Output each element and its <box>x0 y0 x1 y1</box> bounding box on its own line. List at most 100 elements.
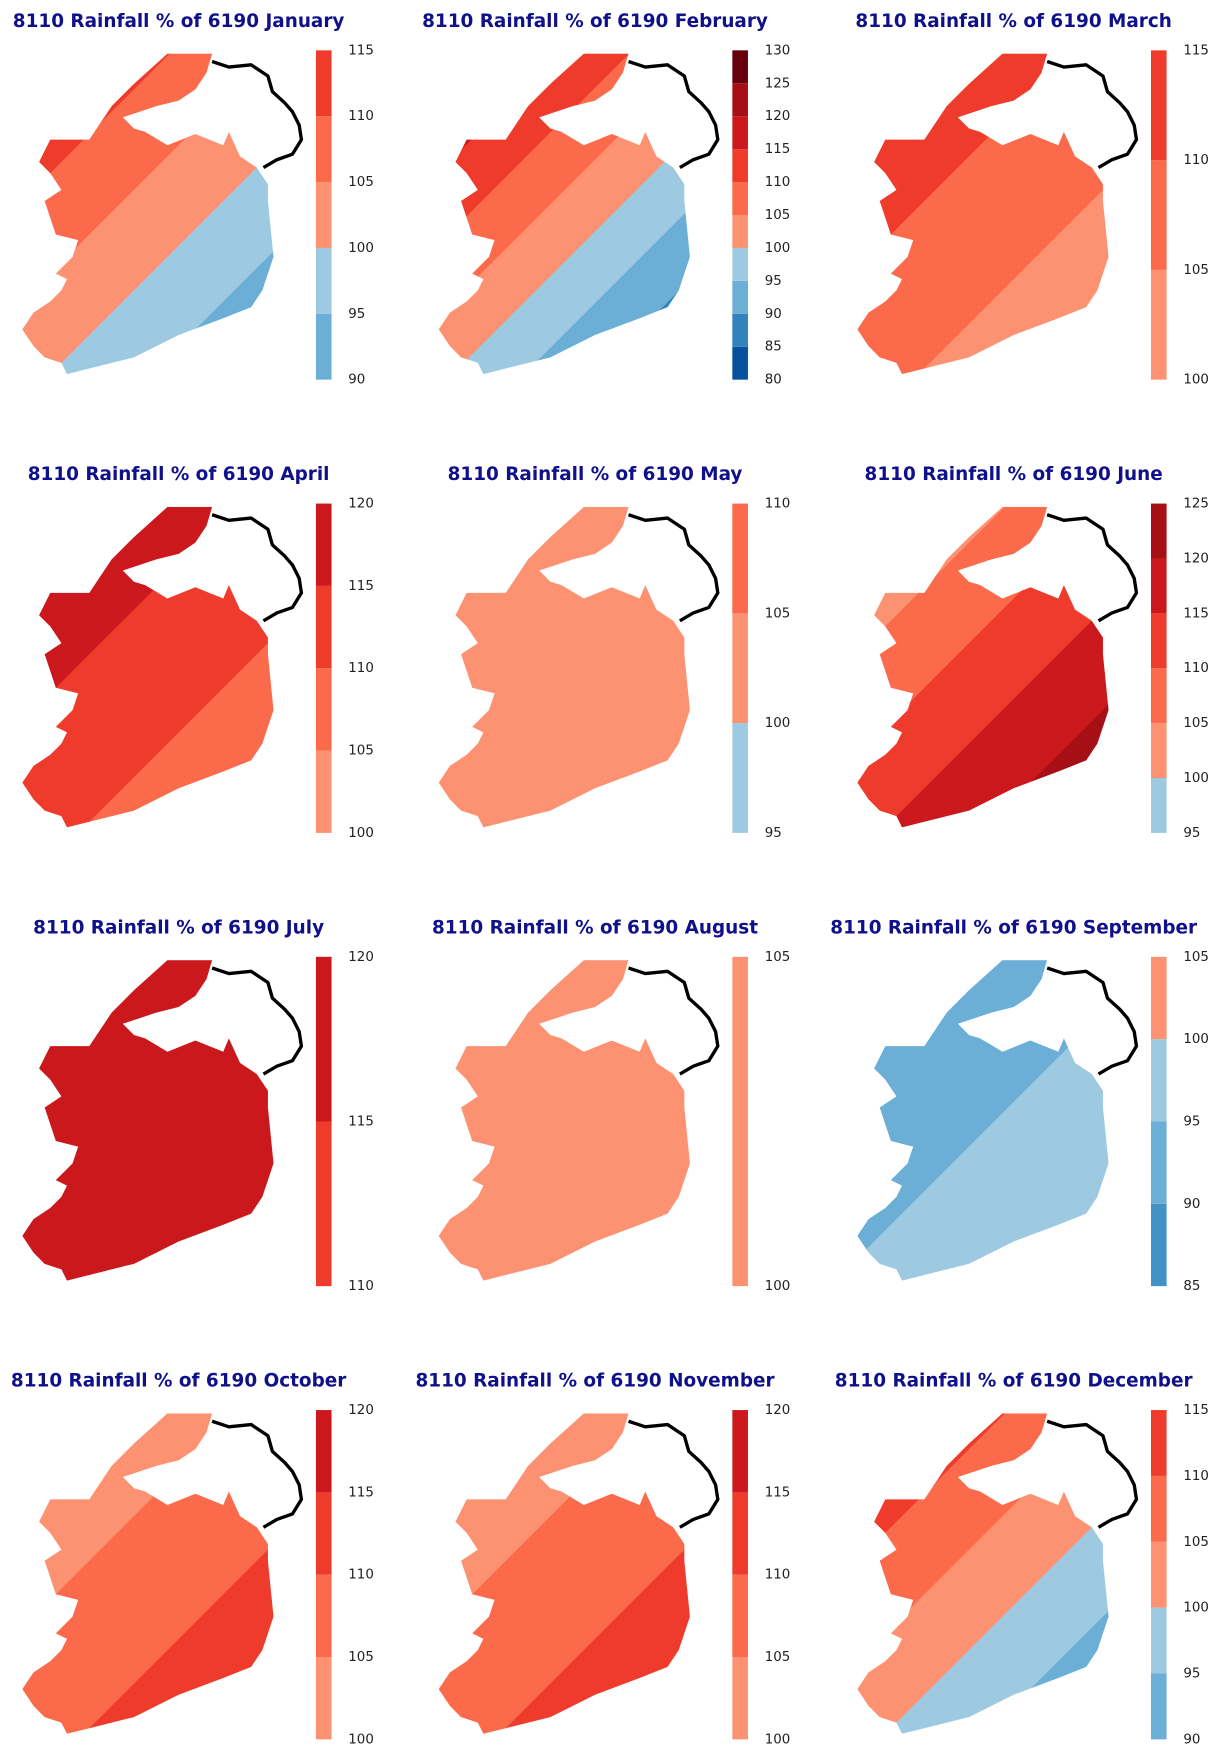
legend-tick-label: 115 <box>765 142 791 157</box>
panel-title: 8110 Rainfall % of 6190 January <box>13 11 345 32</box>
legend-box <box>1151 668 1167 723</box>
panel-title: 8110 Rainfall % of 6190 March <box>855 11 1171 32</box>
legend-tick-label: 105 <box>1183 950 1209 965</box>
legend-tick-label: 115 <box>348 43 374 58</box>
legend-tick-label: 100 <box>765 1279 791 1294</box>
legend-box <box>1151 1542 1167 1608</box>
legend-tick-label: 105 <box>1183 263 1209 278</box>
legend-tick-label: 95 <box>1183 826 1200 841</box>
map-region <box>308 0 827 447</box>
legend-tick-label: 110 <box>348 1279 374 1294</box>
legend-tick-label: 110 <box>348 109 374 124</box>
panel-title: 8110 Rainfall % of 6190 November <box>415 1371 775 1392</box>
legend-box <box>732 1410 748 1492</box>
legend-tick-label: 110 <box>765 1568 791 1583</box>
legend-tick-label: 110 <box>765 175 791 190</box>
legend-tick-label: 120 <box>348 950 374 965</box>
legend-box <box>1151 778 1167 833</box>
legend-box <box>316 50 332 116</box>
legend-box <box>732 50 748 83</box>
legend-box <box>732 957 748 1286</box>
legend-box <box>1151 957 1167 1039</box>
legend-tick-label: 120 <box>765 109 791 124</box>
legend-tick-label: 125 <box>1183 497 1209 512</box>
legend-box <box>732 215 748 248</box>
legend-box <box>316 314 332 380</box>
panel-title: 8110 Rainfall % of 6190 February <box>422 11 768 32</box>
map-region <box>712 453 1228 900</box>
legend-box <box>316 1657 332 1739</box>
legend-tick-label: 125 <box>765 76 791 91</box>
legend-tick-label: 120 <box>348 1403 374 1418</box>
legend-tick-label: 115 <box>348 1114 374 1129</box>
legend-box <box>1151 1121 1167 1203</box>
legend-tick-label: 90 <box>765 307 782 322</box>
legend-box <box>732 149 748 182</box>
legend-tick-label: 100 <box>765 1732 791 1747</box>
legend-tick-label: 130 <box>765 43 791 58</box>
legend-tick-label: 100 <box>348 241 374 256</box>
legend-tick-label: 100 <box>765 716 791 731</box>
legend-box <box>316 248 332 314</box>
panel-title: 8110 Rainfall % of 6190 August <box>432 917 758 938</box>
legend-box <box>1151 1410 1167 1476</box>
legend-tick-label: 90 <box>1183 1732 1200 1747</box>
legend-tick-label: 115 <box>765 1485 791 1500</box>
legend-tick-label: 105 <box>765 208 791 223</box>
legend-tick-label: 85 <box>1183 1279 1200 1294</box>
legend-tick-label: 95 <box>1183 1114 1200 1129</box>
legend-tick-label: 110 <box>348 1568 374 1583</box>
map-region <box>679 0 1228 447</box>
legend-tick-label: 120 <box>348 497 374 512</box>
legend-tick-label: 105 <box>1183 716 1209 731</box>
legend-tick-label: 95 <box>765 826 782 841</box>
legend-box <box>1151 1674 1167 1740</box>
legend-box <box>316 668 332 750</box>
legend-box <box>1151 558 1167 613</box>
legend-box <box>316 751 332 833</box>
legend-box <box>1151 270 1167 380</box>
legend-box <box>732 314 748 347</box>
legend-tick-label: 80 <box>765 373 782 388</box>
legend-box <box>732 182 748 215</box>
legend-tick-label: 105 <box>1183 1535 1209 1550</box>
legend-tick-label: 115 <box>1183 43 1209 58</box>
legend-tick-label: 100 <box>765 241 791 256</box>
legend-tick-label: 105 <box>348 1650 374 1665</box>
panel-title: 8110 Rainfall % of 6190 October <box>11 1371 347 1392</box>
legend-tick-label: 115 <box>1183 1403 1209 1418</box>
legend-tick-label: 110 <box>348 661 374 676</box>
legend-tick-label: 100 <box>348 1732 374 1747</box>
legend-tick-label: 105 <box>765 950 791 965</box>
legend-box <box>316 1575 332 1657</box>
legend-tick-label: 100 <box>348 826 374 841</box>
legend-tick-label: 100 <box>1183 1601 1209 1616</box>
legend-box <box>732 83 748 116</box>
panel-title: 8110 Rainfall % of 6190 July <box>33 917 324 938</box>
legend-box <box>1151 504 1167 559</box>
legend-box <box>732 1575 748 1657</box>
legend-box <box>316 1410 332 1492</box>
legend-box <box>316 586 332 668</box>
map-region <box>380 0 899 447</box>
legend-box <box>1151 160 1167 270</box>
legend-box <box>1151 50 1167 160</box>
legend-tick-label: 115 <box>348 1485 374 1500</box>
legend-box <box>732 248 748 281</box>
legend-box <box>316 116 332 182</box>
legend-box <box>1151 1204 1167 1286</box>
panel-title: 8110 Rainfall % of 6190 June <box>865 464 1163 485</box>
legend-box <box>732 281 748 314</box>
legend-tick-label: 90 <box>1183 1197 1200 1212</box>
legend-tick-label: 90 <box>348 373 365 388</box>
legend-tick-label: 110 <box>1183 661 1209 676</box>
legend-box <box>732 1657 748 1739</box>
legend-box <box>316 1121 332 1286</box>
legend-tick-label: 100 <box>1183 771 1209 786</box>
legend-tick-label: 95 <box>765 274 782 289</box>
legend-tick-label: 120 <box>1183 551 1209 566</box>
legend-tick-label: 105 <box>348 744 374 759</box>
legend-box <box>732 1492 748 1574</box>
legend-box <box>316 504 332 586</box>
panel-title: 8110 Rainfall % of 6190 September <box>830 917 1198 938</box>
